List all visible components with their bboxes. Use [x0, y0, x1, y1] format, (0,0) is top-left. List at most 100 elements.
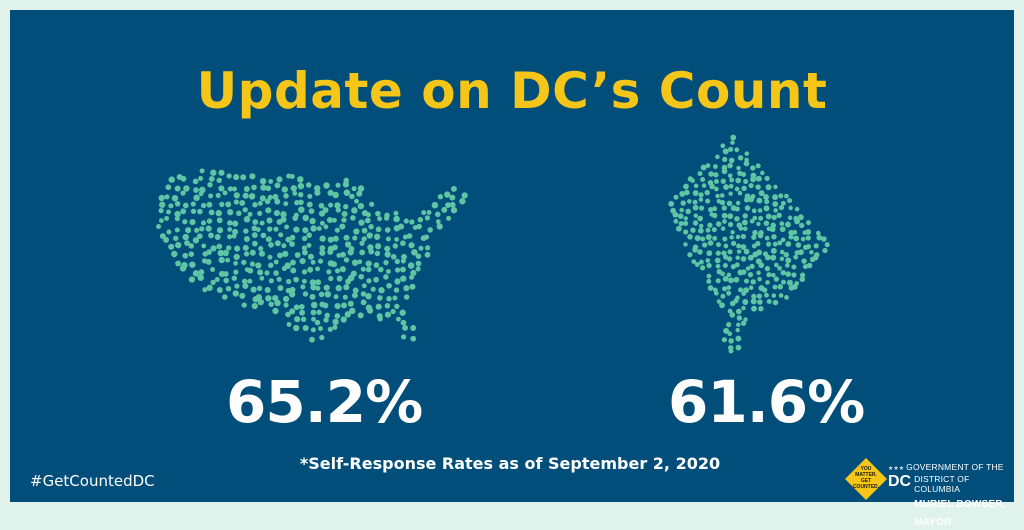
map-dot: [231, 275, 238, 281]
map-dot: [383, 215, 390, 221]
map-dot: [431, 201, 439, 209]
map-dot: [233, 269, 239, 275]
map-dot: [241, 259, 247, 266]
map-dot: [188, 243, 195, 249]
map-dot: [727, 249, 733, 255]
map-dot: [728, 338, 734, 344]
map-dot: [196, 233, 203, 240]
map-dot: [714, 257, 721, 264]
map-dot: [785, 257, 792, 264]
map-dot: [737, 190, 743, 196]
map-dot: [779, 226, 786, 233]
map-dot: [748, 285, 754, 290]
map-dot: [698, 223, 704, 229]
map-dot: [247, 278, 253, 284]
map-dot: [783, 252, 789, 258]
map-dot: [302, 324, 309, 332]
usa-dot-map-icon: [156, 168, 468, 343]
map-dot: [758, 262, 765, 269]
map-dot: [764, 175, 770, 182]
map-dot: [339, 223, 346, 230]
map-dot: [741, 185, 747, 192]
map-dot: [258, 250, 266, 257]
map-dot: [344, 241, 352, 248]
map-dot: [784, 263, 790, 268]
map-dot: [694, 262, 700, 267]
map-dot: [728, 348, 734, 354]
map-dot: [268, 242, 274, 248]
map-dot: [159, 201, 166, 208]
map-dot: [805, 235, 811, 241]
map-dot: [740, 244, 747, 250]
map-dot: [223, 271, 229, 277]
map-dot: [165, 184, 172, 191]
map-dot: [702, 242, 708, 248]
map-dot: [410, 269, 417, 276]
map-dot: [352, 287, 359, 294]
map-dot: [791, 264, 797, 270]
map-dot: [298, 199, 304, 206]
map-dot: [736, 165, 741, 171]
map-dot: [690, 178, 695, 183]
map-dot: [257, 210, 263, 216]
map-dot: [283, 201, 289, 207]
map-dot: [163, 236, 170, 243]
map-dot: [755, 240, 761, 247]
map-dot: [285, 311, 291, 318]
map-dot: [334, 268, 341, 274]
map-dot: [435, 211, 441, 218]
map-dot: [742, 213, 748, 219]
map-dot: [335, 182, 341, 188]
map-dot: [306, 232, 312, 238]
map-dot: [394, 278, 401, 285]
map-dot: [309, 217, 316, 225]
map-dot: [771, 272, 776, 278]
map-dot: [294, 252, 301, 258]
map-dot: [384, 251, 391, 258]
map-dot: [809, 250, 814, 255]
map-dot: [198, 269, 205, 276]
map-dot: [459, 198, 466, 205]
map-dot: [292, 190, 298, 196]
dc-mark: DC: [888, 473, 912, 490]
map-dot: [705, 163, 711, 168]
map-dot: [233, 199, 239, 205]
gov-line-2: DISTRICT OF COLUMBIA: [914, 474, 970, 494]
map-dot: [735, 308, 742, 315]
map-dot: [773, 184, 778, 190]
map-dot: [729, 177, 735, 183]
map-dot: [267, 194, 273, 200]
map-dot: [286, 173, 292, 179]
map-dot: [347, 274, 355, 282]
map-dot: [394, 303, 400, 310]
map-dot: [234, 245, 241, 252]
map-dot: [403, 294, 410, 300]
map-dot: [734, 147, 740, 153]
map-dot: [342, 294, 348, 300]
map-dot: [301, 235, 308, 242]
map-dot: [386, 295, 392, 302]
map-dot: [366, 232, 373, 239]
map-dot: [723, 254, 729, 260]
map-dot: [290, 259, 296, 266]
map-dot: [226, 245, 232, 251]
map-dot: [264, 198, 271, 205]
star-icons: ★★★: [888, 466, 905, 472]
map-dot: [778, 293, 784, 298]
map-dot: [334, 313, 341, 319]
map-dot: [319, 334, 325, 341]
map-dot: [766, 299, 772, 304]
map-dot: [284, 224, 290, 230]
map-dot: [332, 318, 339, 326]
map-dot: [310, 284, 317, 291]
map-dot: [697, 249, 703, 255]
map-dot: [307, 266, 314, 273]
map-dot: [797, 214, 804, 221]
map-dot: [289, 234, 296, 241]
map-dot: [257, 200, 263, 206]
map-dot: [786, 279, 793, 286]
map-dot: [300, 284, 306, 290]
map-dot: [301, 269, 308, 275]
map-dot: [392, 243, 399, 249]
map-dot: [323, 317, 329, 323]
